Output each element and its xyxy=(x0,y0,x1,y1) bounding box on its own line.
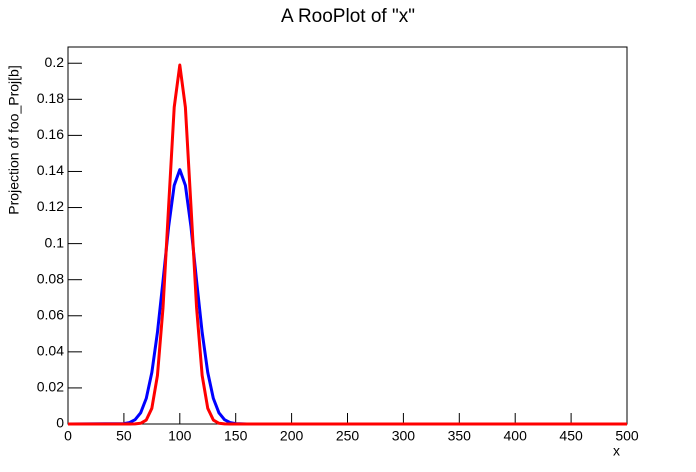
y-tick-label: 0 xyxy=(56,415,64,431)
y-tick-label: 0.2 xyxy=(45,54,65,70)
series-line xyxy=(68,63,627,426)
x-tick-label: 100 xyxy=(168,428,192,444)
y-tick-label: 0.18 xyxy=(37,90,64,106)
x-tick-label: 450 xyxy=(559,428,583,444)
y-tick-label: 0.14 xyxy=(37,162,64,178)
x-axis-label: x xyxy=(613,443,620,459)
x-tick-label: 200 xyxy=(280,428,304,444)
y-tick-label: 0.08 xyxy=(37,270,64,286)
y-tick-label: 0.04 xyxy=(37,343,64,359)
y-tick-label: 0.16 xyxy=(37,126,64,142)
y-tick-label: 0.02 xyxy=(37,379,64,395)
x-tick-label: 350 xyxy=(448,428,472,444)
x-tick-label: 50 xyxy=(116,428,132,444)
y-tick-label: 0.06 xyxy=(37,306,64,322)
y-tick-label: 0.12 xyxy=(37,198,64,214)
x-tick-label: 250 xyxy=(336,428,360,444)
x-tick-label: 0 xyxy=(64,428,72,444)
y-tick-label: 0.1 xyxy=(45,234,65,250)
chart-title: A RooPlot of "x" xyxy=(281,6,415,27)
x-tick-label: 300 xyxy=(392,428,416,444)
x-tick-label: 150 xyxy=(224,428,248,444)
x-tick-label: 400 xyxy=(504,428,528,444)
x-tick-label: 500 xyxy=(615,428,639,444)
y-axis-label: Projection of foo_Proj[b] xyxy=(6,65,22,214)
